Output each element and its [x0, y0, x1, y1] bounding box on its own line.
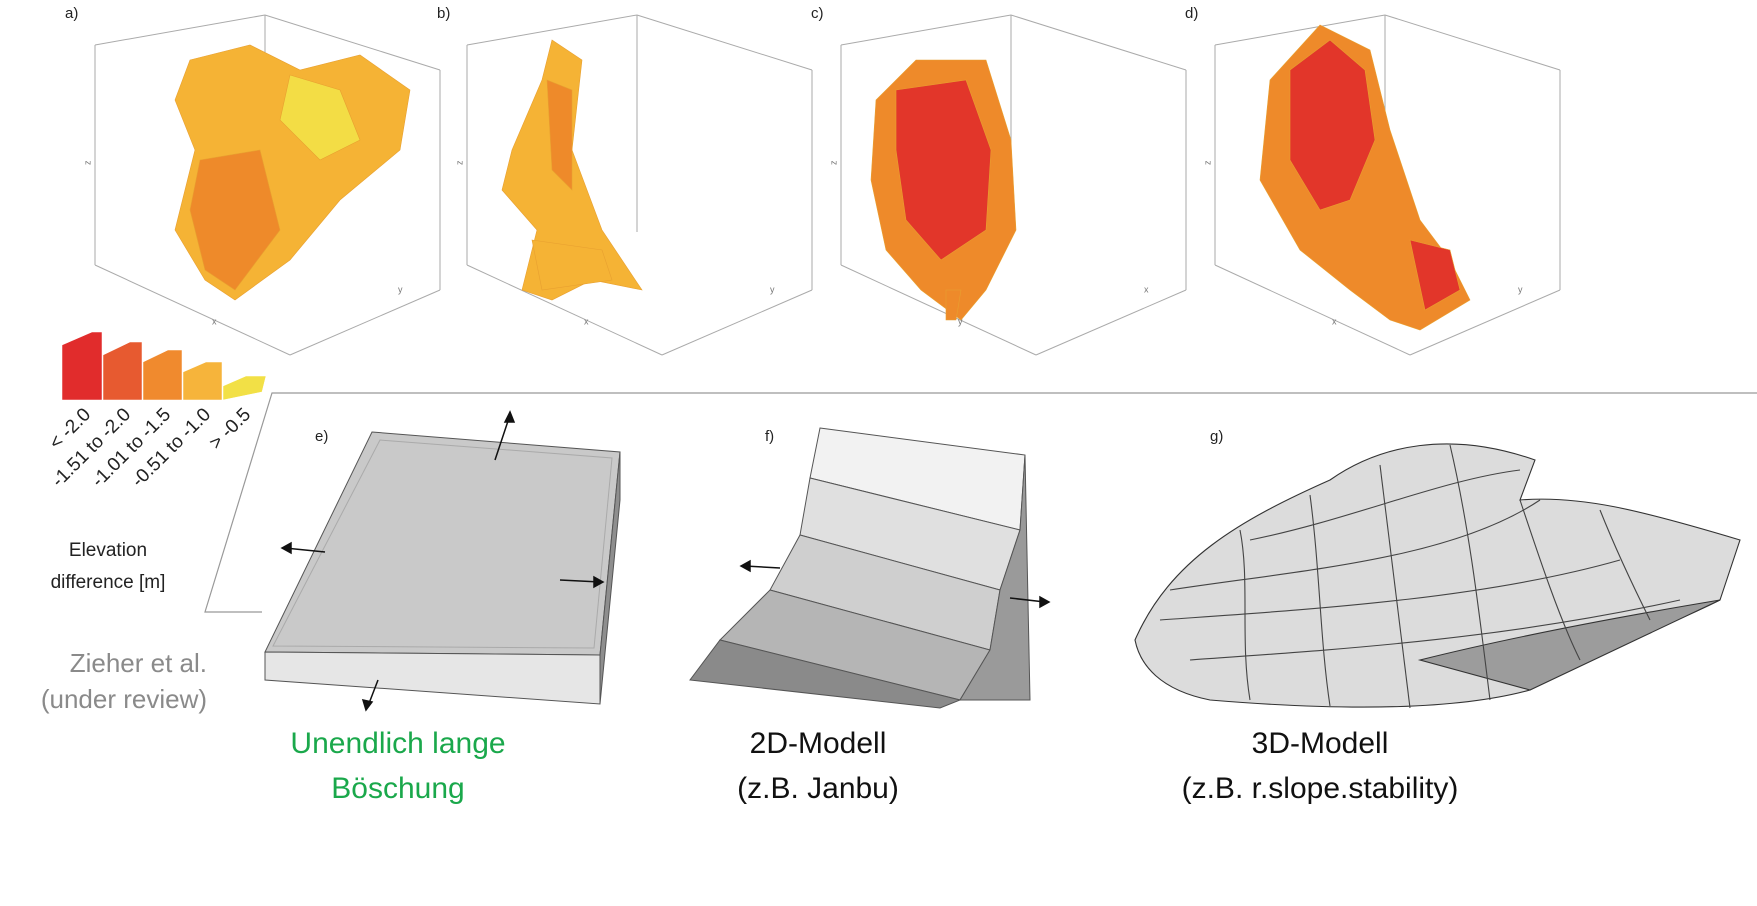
panel-label: d)	[1185, 5, 1198, 22]
panel-label: b)	[437, 5, 450, 22]
citation: (under review)	[41, 684, 207, 714]
voxel-panel: c) z y x	[811, 5, 1186, 355]
axis-frame	[841, 15, 1011, 45]
axis-frame	[1385, 15, 1560, 70]
mesh-model	[1135, 444, 1740, 708]
axis-frame	[637, 15, 812, 70]
axis-label: z	[82, 160, 92, 165]
axis-label: x	[212, 316, 217, 326]
legend-title: Elevation	[69, 540, 147, 561]
caption: (z.B. r.slope.stability)	[1182, 772, 1459, 805]
voxel-panel: a) z x y	[65, 5, 440, 355]
axis-label: z	[828, 160, 838, 165]
figure: Elevation difference [m] Zieher et al. (…	[0, 0, 1757, 906]
caption: 2D-Modell	[750, 727, 887, 760]
axis-frame	[1036, 290, 1186, 355]
axis-label: x	[584, 316, 589, 326]
axis-frame	[1215, 15, 1385, 45]
voxel-panel: d) z x y	[1185, 5, 1560, 355]
panel-label: e)	[315, 428, 328, 445]
axis-label: x	[1144, 284, 1149, 294]
axis-label: x	[1332, 316, 1337, 326]
axis-label: y	[958, 316, 963, 326]
axis-label: y	[770, 284, 775, 294]
axis-frame	[95, 15, 265, 45]
panel-label: a)	[65, 5, 78, 22]
legend-label: > -0.5	[205, 404, 255, 454]
panel-label: f)	[765, 428, 774, 445]
caption: 3D-Modell	[1252, 727, 1389, 760]
citation: Zieher et al.	[70, 648, 207, 678]
panel-label: c)	[811, 5, 824, 22]
slab-model	[265, 412, 620, 710]
slice-model	[690, 428, 1049, 708]
caption: Unendlich lange	[290, 727, 505, 760]
caption: (z.B. Janbu)	[737, 772, 899, 805]
caption: Böschung	[331, 772, 464, 805]
legend-swatches	[62, 332, 266, 400]
axis-frame	[290, 290, 440, 355]
legend-title: difference [m]	[51, 572, 166, 593]
axis-label: y	[1518, 284, 1523, 294]
axis-frame	[1011, 15, 1186, 70]
voxel-panel: b) z x y	[437, 5, 812, 355]
axis-frame	[662, 290, 812, 355]
panel-label: g)	[1210, 428, 1223, 445]
axis-label: z	[1202, 160, 1212, 165]
axis-label: y	[398, 284, 403, 294]
axis-label: z	[454, 160, 464, 165]
